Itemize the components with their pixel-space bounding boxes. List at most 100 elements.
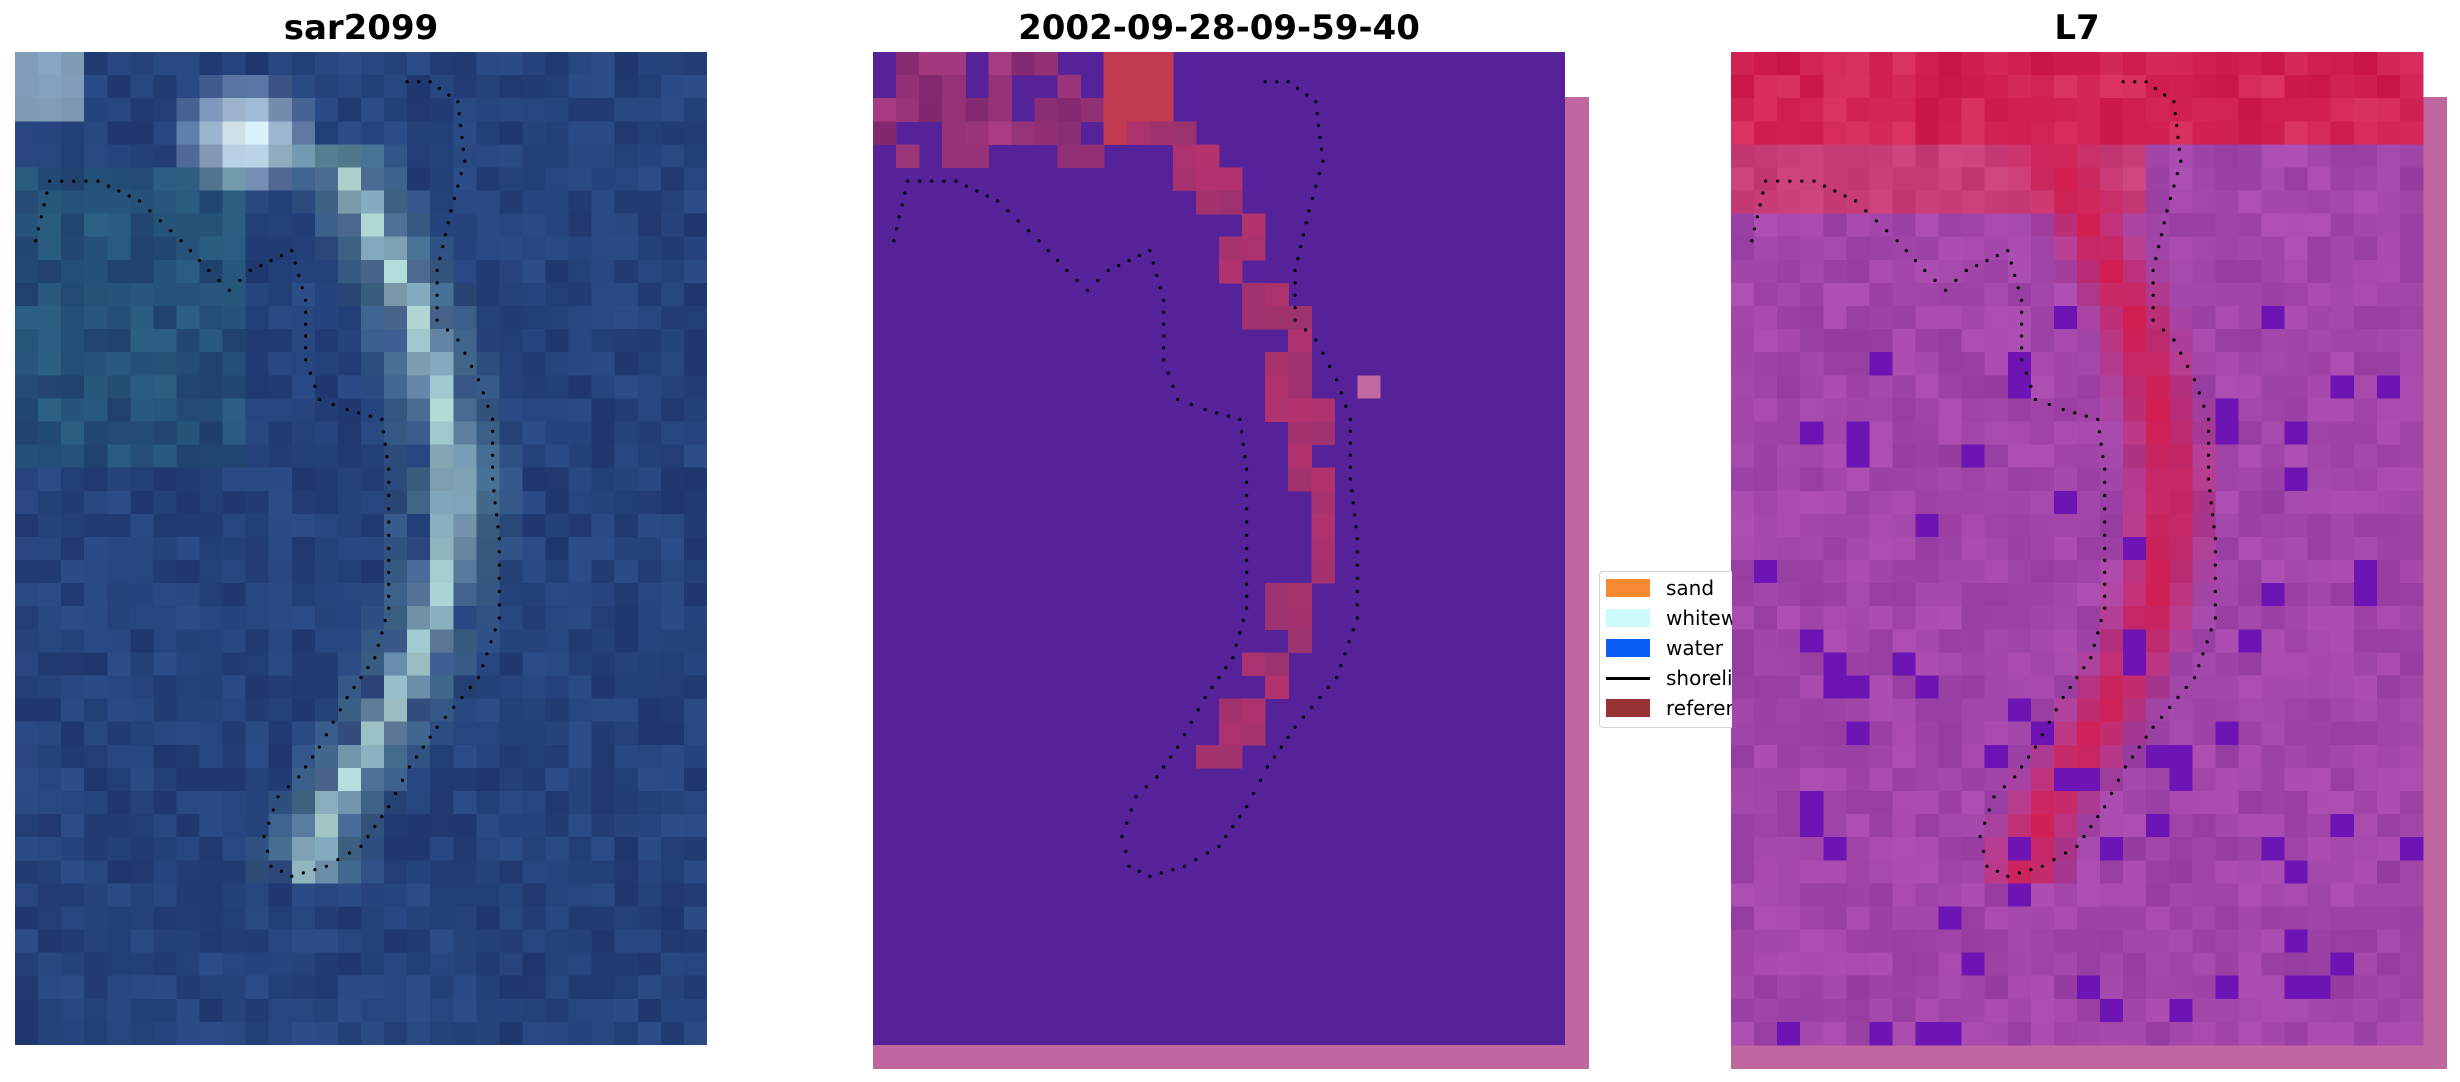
index-pixel bbox=[2353, 259, 2378, 284]
index-pixel bbox=[2399, 167, 2424, 192]
rgb-pixel bbox=[337, 282, 362, 307]
rgb-pixel bbox=[591, 490, 616, 515]
index-pixel bbox=[2238, 444, 2263, 469]
index-pixel bbox=[1731, 236, 1755, 261]
index-pixel bbox=[2053, 536, 2078, 561]
shoreline-point bbox=[373, 824, 377, 829]
rgb-pixel bbox=[476, 352, 500, 376]
index-pixel bbox=[1961, 352, 1986, 376]
index-pixel bbox=[2100, 75, 2124, 99]
rgb-pixel bbox=[337, 606, 362, 630]
rgb-pixel bbox=[637, 282, 662, 307]
rgb-pixel bbox=[361, 52, 385, 76]
shoreline-point bbox=[2103, 533, 2107, 537]
index-pixel bbox=[1800, 167, 1824, 192]
index-pixel bbox=[1938, 121, 1963, 145]
index-pixel bbox=[2376, 444, 2401, 469]
index-pixel bbox=[2399, 467, 2424, 492]
rgb-pixel bbox=[314, 860, 339, 884]
shoreline-point bbox=[1864, 209, 1868, 213]
shoreline-point bbox=[417, 80, 421, 84]
rgb-pixel bbox=[476, 837, 500, 861]
rgb-pixel bbox=[176, 421, 201, 446]
class-pixel bbox=[1265, 282, 1289, 307]
rgb-pixel bbox=[591, 1021, 616, 1045]
shoreline-point bbox=[421, 745, 425, 749]
rgb-pixel bbox=[660, 536, 685, 561]
index-pixel bbox=[2238, 998, 2263, 1023]
rgb-pixel bbox=[337, 906, 362, 931]
rgb-pixel bbox=[130, 236, 154, 261]
index-pixel bbox=[2215, 490, 2240, 515]
index-pixel bbox=[1915, 167, 1940, 192]
index-pixel bbox=[2100, 583, 2124, 607]
rgb-pixel bbox=[84, 144, 108, 169]
shoreline-point bbox=[1321, 351, 1325, 355]
shoreline-point bbox=[269, 258, 273, 263]
rgb-pixel bbox=[522, 213, 547, 238]
rgb-pixel bbox=[637, 98, 662, 122]
index-pixel bbox=[2053, 259, 2078, 284]
index-pixel bbox=[2077, 698, 2101, 723]
shoreline-point bbox=[449, 209, 453, 213]
shoreline-point bbox=[1800, 179, 1804, 183]
index-pixel bbox=[1915, 767, 1940, 792]
index-pixel bbox=[1869, 652, 1894, 677]
rgb-pixel bbox=[130, 75, 154, 99]
rgb-pixel bbox=[545, 259, 570, 284]
rgb-pixel bbox=[453, 52, 477, 76]
index-pixel bbox=[2123, 398, 2147, 423]
edge-strip-bottom bbox=[873, 1045, 1589, 1069]
rgb-pixel bbox=[476, 536, 500, 561]
index-pixel bbox=[2146, 698, 2170, 723]
rgb-pixel bbox=[568, 98, 593, 122]
index-pixel bbox=[2261, 444, 2286, 469]
rgb-pixel bbox=[568, 513, 593, 538]
index-pixel bbox=[1892, 929, 1917, 954]
rgb-pixel bbox=[199, 583, 224, 607]
index-pixel bbox=[1961, 121, 1986, 145]
rgb-pixel bbox=[637, 75, 662, 99]
index-pixel bbox=[2307, 513, 2332, 538]
index-pixel bbox=[2353, 167, 2378, 192]
index-pixel bbox=[2007, 75, 2032, 99]
index-pixel bbox=[1915, 675, 1940, 700]
rgb-pixel bbox=[453, 213, 477, 238]
rgb-pixel bbox=[660, 790, 685, 815]
index-pixel bbox=[2007, 629, 2032, 654]
index-pixel bbox=[1846, 121, 1870, 145]
rgb-pixel bbox=[614, 75, 639, 99]
rgb-pixel bbox=[407, 282, 431, 307]
index-pixel bbox=[2053, 1021, 2078, 1046]
rgb-pixel bbox=[568, 744, 593, 769]
index-pixel bbox=[1823, 213, 1847, 238]
shoreline-point bbox=[179, 239, 183, 243]
rgb-pixel bbox=[361, 560, 385, 584]
rgb-pixel bbox=[591, 744, 616, 769]
class-pixel bbox=[1311, 560, 1335, 584]
rgb-pixel bbox=[153, 536, 178, 561]
legend-swatch-whitewater bbox=[1606, 609, 1650, 627]
index-pixel bbox=[1823, 652, 1847, 677]
index-pixel bbox=[2307, 375, 2332, 399]
index-pixel bbox=[1800, 998, 1824, 1023]
rgb-pixel bbox=[384, 236, 408, 261]
rgb-pixel bbox=[384, 282, 408, 307]
index-pixel bbox=[1869, 860, 1894, 884]
rgb-pixel bbox=[61, 490, 85, 515]
rgb-pixel bbox=[61, 375, 85, 399]
index-pixel bbox=[2077, 490, 2101, 515]
index-pixel bbox=[2123, 513, 2147, 538]
rgb-pixel bbox=[591, 352, 616, 376]
index-pixel bbox=[2284, 259, 2309, 284]
index-pixel bbox=[2030, 975, 2055, 1000]
rgb-pixel bbox=[38, 421, 62, 446]
rgb-pixel bbox=[430, 721, 454, 746]
rgb-pixel bbox=[15, 52, 39, 76]
shoreline-point bbox=[2103, 570, 2107, 574]
shoreline-point bbox=[463, 351, 467, 355]
index-pixel bbox=[1938, 236, 1963, 261]
index-pixel bbox=[2215, 52, 2240, 76]
index-pixel bbox=[1800, 329, 1824, 353]
rgb-pixel bbox=[268, 952, 293, 977]
